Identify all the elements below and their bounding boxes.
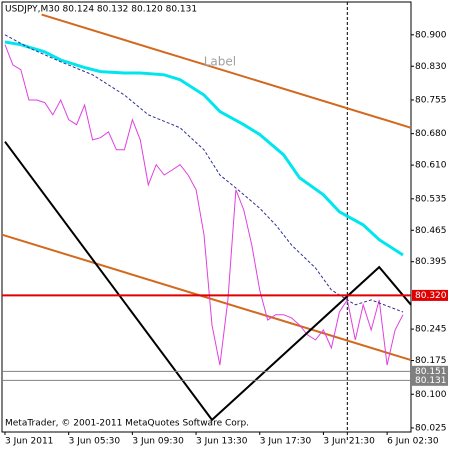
- x-tick-label: 3 Jun 2011: [5, 437, 53, 447]
- series-line: [4, 44, 404, 366]
- footer: MetaTrader, © 2001-2011 MetaQuotes Softw…: [5, 419, 249, 429]
- y-tick-label: 80.465: [415, 226, 447, 236]
- series-line: [4, 34, 404, 313]
- price-label-box: [412, 289, 448, 301]
- y-tick-label: 80.680: [415, 129, 447, 139]
- price-label-box: [412, 365, 448, 377]
- x-tick-label: 3 Jun 21:30: [323, 437, 375, 447]
- y-tick-label: 80.245: [415, 325, 447, 335]
- x-tick-label: 3 Jun 17:30: [260, 437, 312, 447]
- x-tick-label: 6 Jun 02:30: [387, 437, 439, 447]
- y-tick-label: 80.025: [415, 423, 447, 433]
- x-tick-label: 3 Jun 13:30: [196, 437, 248, 447]
- chart-title: USDJPY,M30 80.124 80.132 80.120 80.131: [5, 5, 197, 15]
- series-line: [1, 233, 412, 362]
- y-tick-label: 80.610: [415, 161, 447, 171]
- y-tick-label: 80.535: [415, 194, 447, 204]
- series-line: [4, 40, 404, 257]
- x-tick-label: 3 Jun 09:30: [132, 437, 184, 447]
- y-tick-label: 80.755: [415, 95, 447, 105]
- y-tick-label: 80.175: [415, 356, 447, 366]
- y-tick-label: 80.900: [415, 30, 447, 40]
- y-tick-label: 80.395: [415, 257, 447, 267]
- y-tick-label: 80.830: [415, 62, 447, 72]
- price-label-box: [412, 374, 448, 386]
- series-line: [4, 141, 412, 422]
- annotation: Label: [204, 54, 236, 68]
- x-tick-label: 3 Jun 05:30: [69, 437, 121, 447]
- plot-frame: [1, 1, 412, 433]
- price-label: 80.131: [415, 376, 447, 386]
- y-tick-label: 80.100: [415, 390, 447, 400]
- price-label: 80.320: [415, 291, 447, 301]
- price-label: 80.151: [415, 367, 447, 377]
- series-line: [41, 13, 412, 129]
